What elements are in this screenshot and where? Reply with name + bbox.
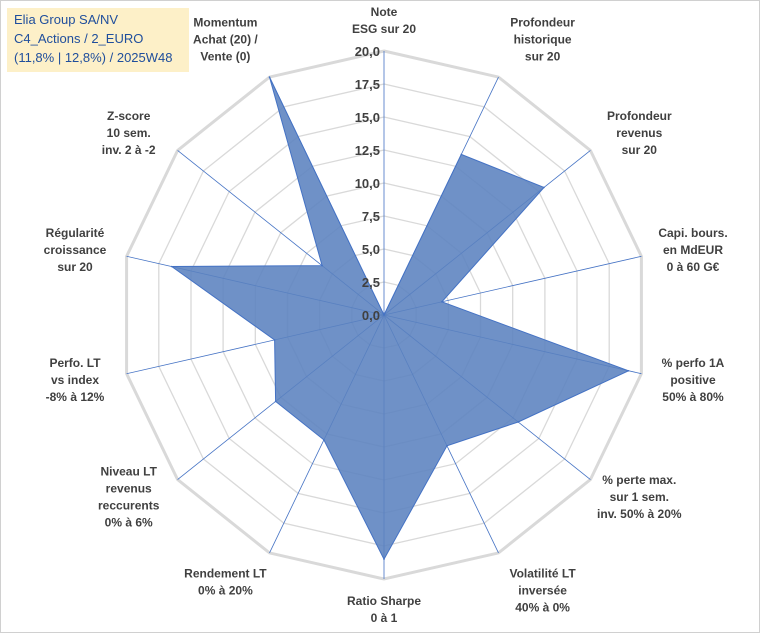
category-label-13-line-0: Momentum bbox=[193, 16, 257, 30]
data-point-0 bbox=[383, 314, 385, 316]
category-label-12-line-1: 10 sem. bbox=[107, 126, 151, 140]
data-point-5 bbox=[517, 421, 519, 423]
category-label-9-line-0: Niveau LT bbox=[100, 465, 157, 479]
tick-label-8: 20,0 bbox=[355, 44, 380, 59]
category-label-1-line-1: historique bbox=[514, 33, 572, 47]
category-label-8-line-1: 0% à 20% bbox=[198, 584, 253, 598]
category-label-6-line-0: Volatilité LT bbox=[509, 567, 576, 581]
data-point-6 bbox=[446, 445, 448, 447]
category-labels: Note ESG sur 20 Profondeur historique sur 20… bbox=[44, 5, 728, 625]
category-label-4: % perfo 1A positive 50% à 80% bbox=[662, 356, 725, 404]
tick-label-3: 7,5 bbox=[362, 209, 380, 224]
tick-label-4: 10,0 bbox=[355, 176, 380, 191]
category-label-11-line-1: croissance bbox=[44, 243, 107, 257]
category-label-2-line-1: revenus bbox=[616, 126, 662, 140]
category-label-2-line-0: Profondeur bbox=[607, 109, 672, 123]
title-company: Elia Group SA/NV bbox=[14, 12, 119, 27]
category-label-11-line-2: sur 20 bbox=[57, 260, 93, 274]
category-label-6: Volatilité LT inversée 40% à 0% bbox=[509, 567, 576, 615]
category-label-13-line-2: Vente (0) bbox=[200, 50, 250, 64]
tick-label-1: 2,5 bbox=[362, 275, 380, 290]
category-label-13: Momentum Achat (20) / Vente (0) bbox=[193, 16, 258, 64]
category-label-8-line-0: Rendement LT bbox=[184, 567, 267, 581]
data-point-3 bbox=[441, 301, 443, 303]
category-label-10-line-0: Perfo. LT bbox=[49, 356, 101, 370]
category-label-11-line-0: Régularité bbox=[46, 226, 105, 240]
category-label-7: Ratio Sharpe 0 à 1 bbox=[347, 594, 421, 625]
category-label-4-line-0: % perfo 1A bbox=[662, 356, 725, 370]
data-point-2 bbox=[543, 186, 545, 189]
category-label-9-line-2: reccurents bbox=[98, 499, 160, 513]
category-label-7-line-1: 0 à 1 bbox=[371, 611, 398, 625]
category-label-12-line-0: Z-score bbox=[107, 109, 151, 123]
series-area-0 bbox=[170, 76, 630, 561]
category-label-10-line-1: vs index bbox=[51, 373, 99, 387]
category-label-9-line-3: 0% à 6% bbox=[105, 516, 153, 530]
data-point-11 bbox=[170, 265, 173, 268]
category-label-5-line-1: sur 1 sem. bbox=[610, 490, 669, 504]
data-point-12 bbox=[321, 264, 323, 267]
data-point-13 bbox=[268, 76, 271, 78]
category-label-12-line-2: inv. 2 à -2 bbox=[102, 143, 156, 157]
category-label-5-line-0: % perte max. bbox=[602, 473, 676, 487]
category-label-1-line-2: sur 20 bbox=[525, 50, 561, 64]
category-label-0-line-1: ESG sur 20 bbox=[352, 22, 416, 36]
title-box: Elia Group SA/NV C4_Actions / 2_EURO (11… bbox=[7, 8, 189, 72]
data-point-4 bbox=[627, 370, 630, 372]
category-label-11: Régularité croissance sur 20 bbox=[44, 226, 107, 274]
category-label-13-line-1: Achat (20) / bbox=[193, 33, 258, 47]
category-label-1: Profondeur historique sur 20 bbox=[510, 16, 575, 64]
category-label-9-line-1: revenus bbox=[106, 482, 152, 496]
data-point-8 bbox=[323, 439, 325, 441]
category-label-3-line-0: Capi. bours. bbox=[658, 226, 727, 240]
category-label-4-line-1: positive bbox=[670, 373, 716, 387]
tick-label-5: 12,5 bbox=[355, 143, 380, 158]
category-label-7-line-0: Ratio Sharpe bbox=[347, 594, 421, 608]
category-label-5-line-2: inv. 50% à 20% bbox=[597, 507, 682, 521]
category-label-2-line-2: sur 20 bbox=[622, 143, 658, 157]
radar-series bbox=[170, 76, 630, 561]
category-label-1-line-0: Profondeur bbox=[510, 16, 575, 30]
category-label-8: Rendement LT 0% à 20% bbox=[184, 567, 267, 598]
data-point-7 bbox=[383, 558, 385, 560]
category-label-10-line-2: -8% à 12% bbox=[46, 390, 105, 404]
category-label-3-line-1: en MdEUR bbox=[663, 243, 723, 257]
category-label-0-line-0: Note bbox=[371, 5, 398, 19]
category-label-2: Profondeur revenus sur 20 bbox=[607, 109, 672, 157]
category-label-0: Note ESG sur 20 bbox=[352, 5, 416, 36]
category-label-9: Niveau LT revenus reccurents 0% à 6% bbox=[98, 465, 160, 530]
tick-label-2: 5,0 bbox=[362, 242, 380, 257]
data-point-1 bbox=[460, 153, 463, 156]
tick-label-7: 17,5 bbox=[355, 77, 380, 92]
category-label-10: Perfo. LT vs index -8% à 12% bbox=[46, 356, 105, 404]
category-label-3: Capi. bours. en MdEUR 0 à 60 G€ bbox=[658, 226, 727, 274]
tick-label-0: 0,0 bbox=[362, 308, 380, 323]
category-label-5: % perte max. sur 1 sem. inv. 50% à 20% bbox=[597, 473, 682, 521]
tick-label-6: 15,0 bbox=[355, 110, 380, 125]
category-label-3-line-2: 0 à 60 G€ bbox=[667, 260, 720, 274]
category-label-12: Z-score 10 sem. inv. 2 à -2 bbox=[102, 109, 156, 157]
radial-tick-labels: 0,0 2,5 5,0 7,5 10,0 12,5 15,0 17,5 20,0 bbox=[355, 44, 380, 323]
category-label-6-line-2: 40% à 0% bbox=[515, 601, 570, 615]
title-stats: (11,8% | 12,8%) / 2025W48 bbox=[14, 50, 173, 65]
category-label-4-line-2: 50% à 80% bbox=[662, 390, 724, 404]
data-point-9 bbox=[274, 400, 277, 403]
data-point-10 bbox=[273, 339, 276, 341]
title-category: C4_Actions / 2_EURO bbox=[14, 31, 144, 46]
category-label-6-line-1: inversée bbox=[518, 584, 567, 598]
